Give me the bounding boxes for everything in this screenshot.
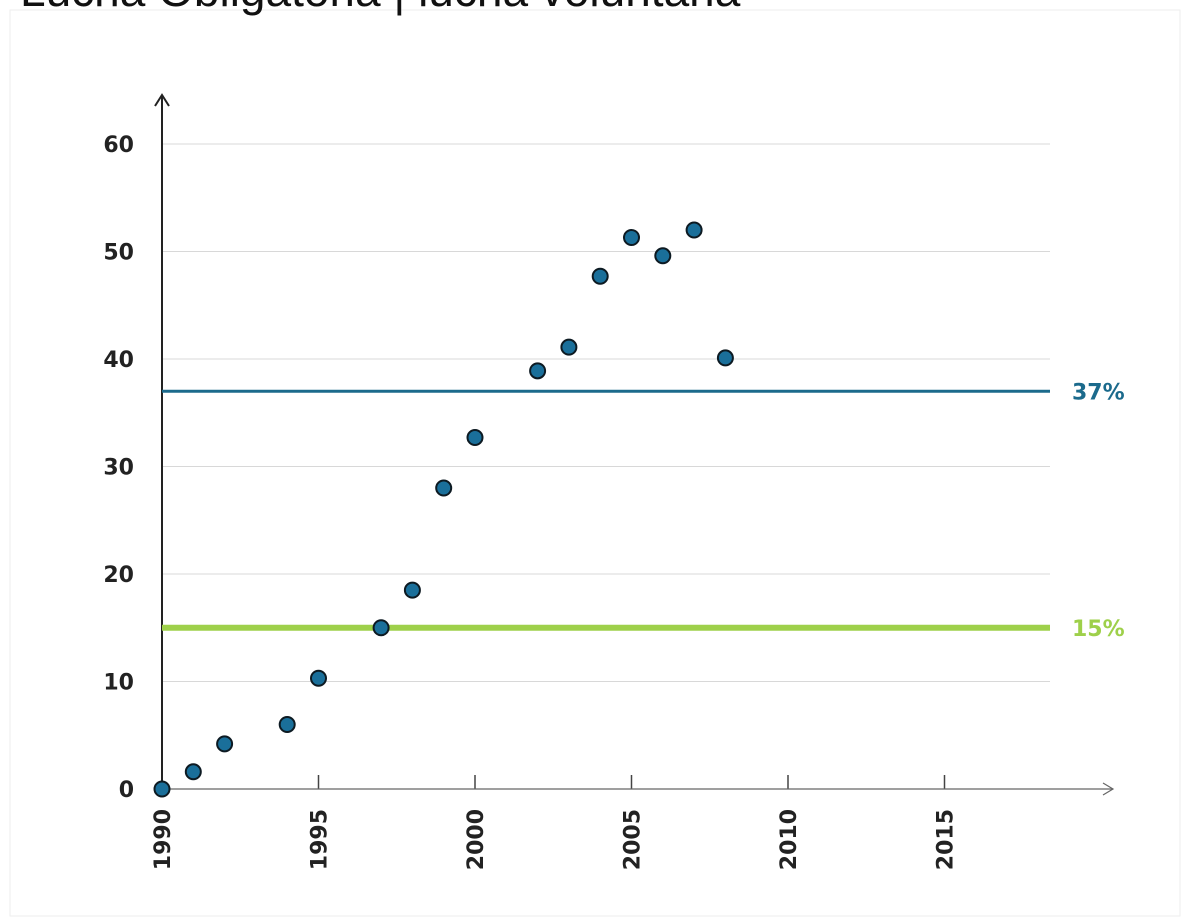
frame	[9, 9, 1181, 917]
point	[278, 716, 296, 733]
point	[466, 428, 484, 446]
x-tick-label: 2000	[464, 809, 489, 870]
chart-title: Lucha Obligatoria | lucha voluntaria	[20, 0, 741, 16]
point	[654, 247, 672, 265]
y-tick-label: 0	[119, 778, 134, 803]
y-tick-label: 50	[103, 241, 134, 266]
point	[403, 581, 421, 599]
y-tick-label: 30	[103, 456, 134, 481]
y-tick-label: 40	[103, 348, 134, 373]
point	[529, 362, 547, 380]
point	[310, 669, 327, 687]
reference-label: 15%	[1072, 617, 1125, 642]
point	[623, 229, 640, 247]
point	[372, 619, 390, 637]
point	[184, 763, 202, 781]
y-axis-arrow	[154, 93, 170, 107]
point	[716, 349, 734, 367]
point	[153, 780, 171, 798]
point	[216, 735, 234, 753]
x-tick-label: 1990	[151, 809, 176, 870]
x-tick-label: 2015	[934, 809, 959, 870]
y-tick-label: 20	[103, 563, 134, 588]
x-tick-label: 1995	[308, 809, 333, 870]
point	[435, 479, 453, 497]
y-tick-label: 10	[103, 671, 134, 696]
point	[560, 338, 578, 356]
x-tick-label: 2010	[777, 809, 802, 870]
x-axis-arrow	[1102, 782, 1115, 796]
reference-label: 37%	[1072, 380, 1125, 405]
x-tick-label: 2005	[621, 809, 646, 870]
point	[591, 267, 609, 285]
y-tick-label: 60	[103, 133, 134, 158]
point	[685, 221, 703, 239]
